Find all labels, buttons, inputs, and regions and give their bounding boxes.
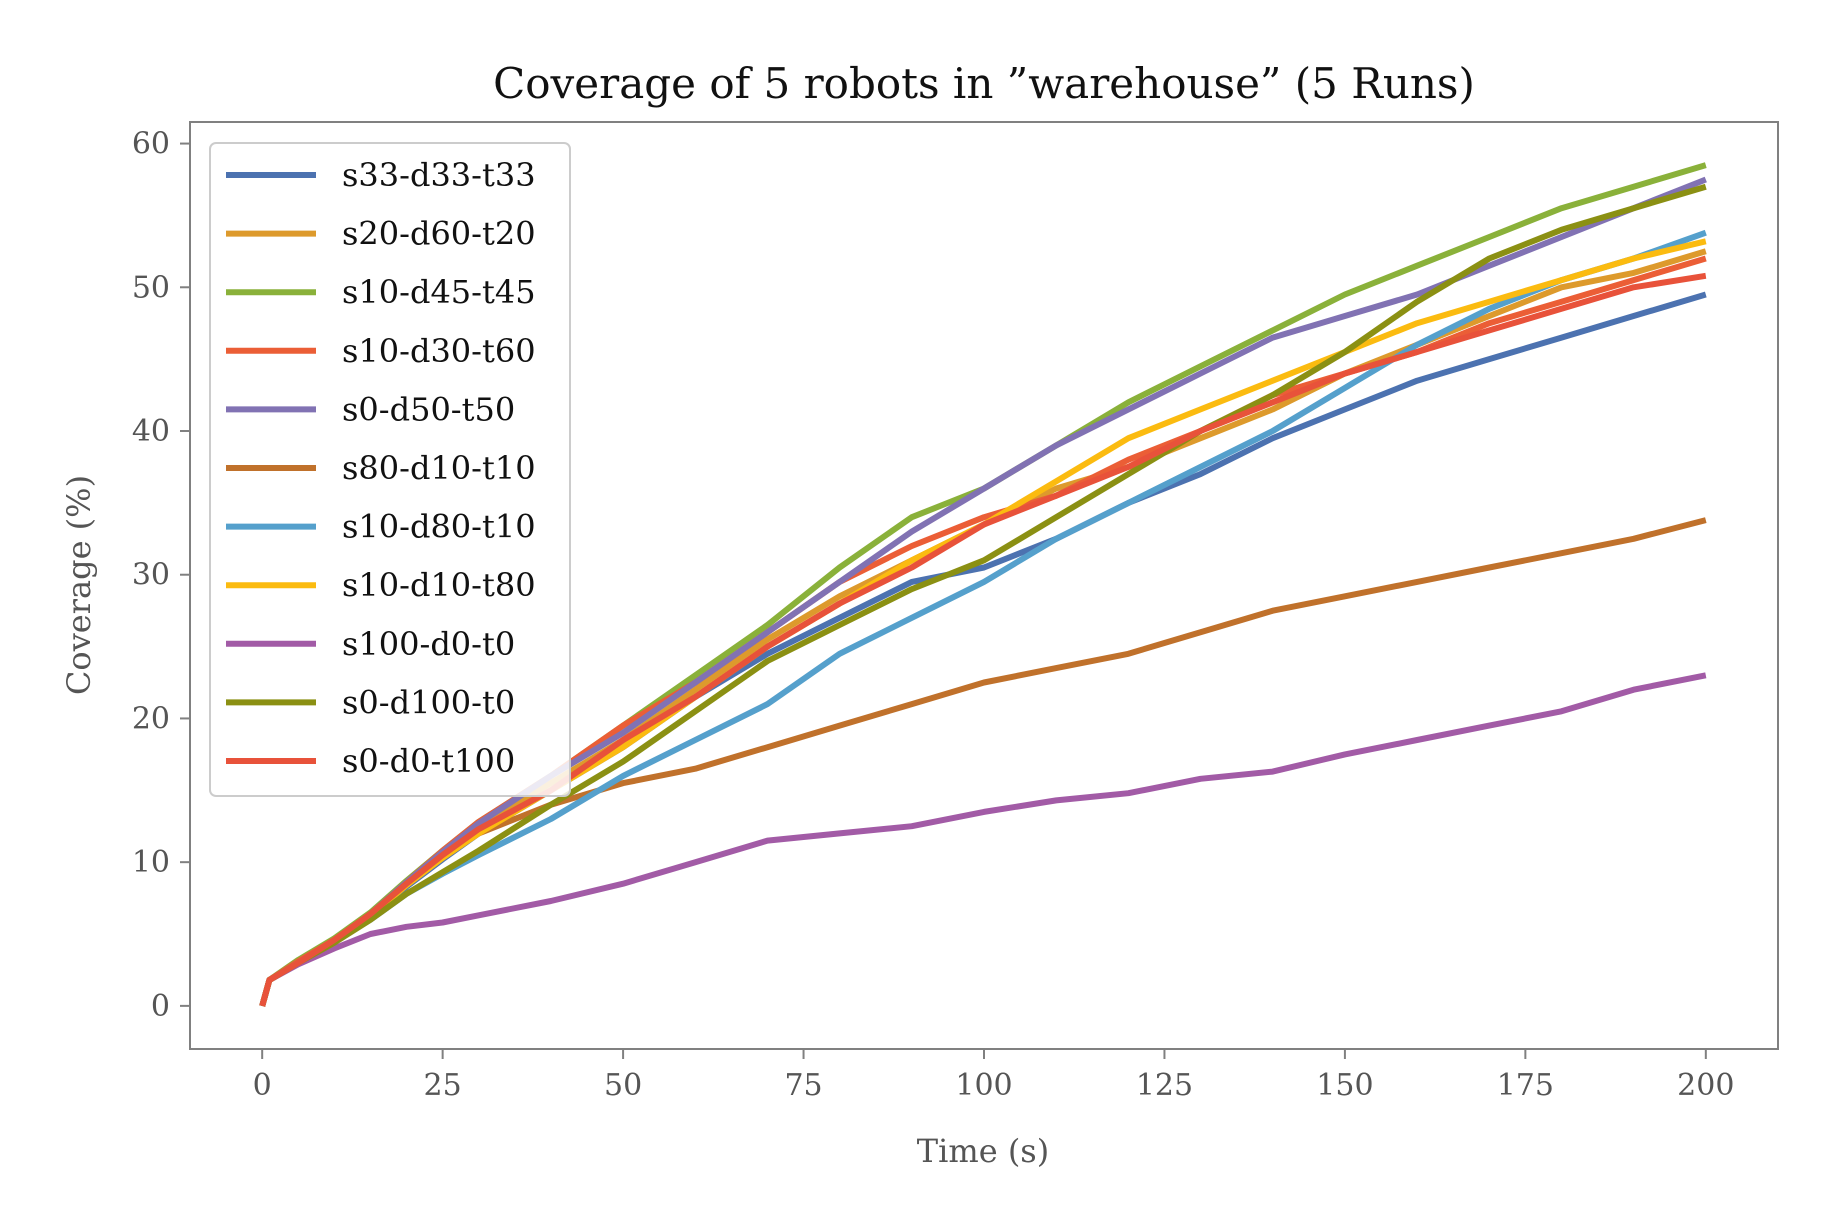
- x-tick-label: 175: [1497, 1068, 1554, 1103]
- x-tick-label: 100: [955, 1068, 1012, 1103]
- legend-label-s10-d30-t60: s10-d30-t60: [342, 332, 536, 370]
- y-tick-label: 40: [132, 414, 170, 449]
- series-line-s100-d0-t0: [259, 672, 1707, 1007]
- legend-box: [209, 142, 571, 797]
- y-axis: 0 10 20 30 40 50 60: [132, 127, 190, 1024]
- x-tick-label: 125: [1136, 1068, 1193, 1103]
- y-tick-label: 60: [132, 127, 170, 162]
- legend-label-s20-d60-t20: s20-d60-t20: [342, 215, 536, 253]
- y-tick-label: 30: [132, 558, 170, 593]
- x-tick-label: 150: [1316, 1068, 1373, 1103]
- legend-label-s100-d0-t0: s100-d0-t0: [342, 625, 515, 663]
- y-tick-label: 50: [132, 270, 170, 305]
- x-axis-label: Time (s): [917, 1132, 1049, 1170]
- legend-label-s10-d45-t45: s10-d45-t45: [342, 273, 536, 311]
- y-tick-label: 20: [132, 701, 170, 736]
- series-layer: [259, 162, 1707, 1007]
- y-tick-label: 0: [151, 989, 170, 1024]
- x-tick-label: 0: [253, 1068, 272, 1103]
- y-axis-label: Coverage (%): [60, 475, 98, 695]
- x-tick-label: 200: [1677, 1068, 1734, 1103]
- series-line-s0-d0-t100: [259, 272, 1707, 1007]
- legend-label-s10-d80-t10: s10-d80-t10: [342, 508, 536, 546]
- x-tick-label: 75: [784, 1068, 822, 1103]
- x-tick-label: 50: [604, 1068, 642, 1103]
- legend-label-s0-d50-t50: s0-d50-t50: [342, 390, 515, 428]
- legend: s33-d33-t33 s20-d60-t20 s10-d45-t45 s10-d30…: [209, 142, 571, 797]
- legend-label-s80-d10-t10: s80-d10-t10: [342, 449, 536, 487]
- legend-label-s0-d100-t0: s0-d100-t0: [342, 683, 515, 721]
- chart-title: Coverage of 5 robots in ”warehouse” (5 R…: [493, 59, 1475, 108]
- legend-label-s10-d10-t80: s10-d10-t80: [342, 566, 536, 604]
- legend-label-s0-d0-t100: s0-d0-t100: [342, 742, 515, 780]
- x-tick-label: 25: [424, 1068, 462, 1103]
- legend-label-s33-d33-t33: s33-d33-t33: [342, 156, 536, 194]
- x-axis: 0 25 50 75 100 125 150 175 200: [253, 1049, 1734, 1103]
- series-line-s0-d100-t0: [259, 183, 1707, 1007]
- y-tick-label: 10: [132, 845, 170, 880]
